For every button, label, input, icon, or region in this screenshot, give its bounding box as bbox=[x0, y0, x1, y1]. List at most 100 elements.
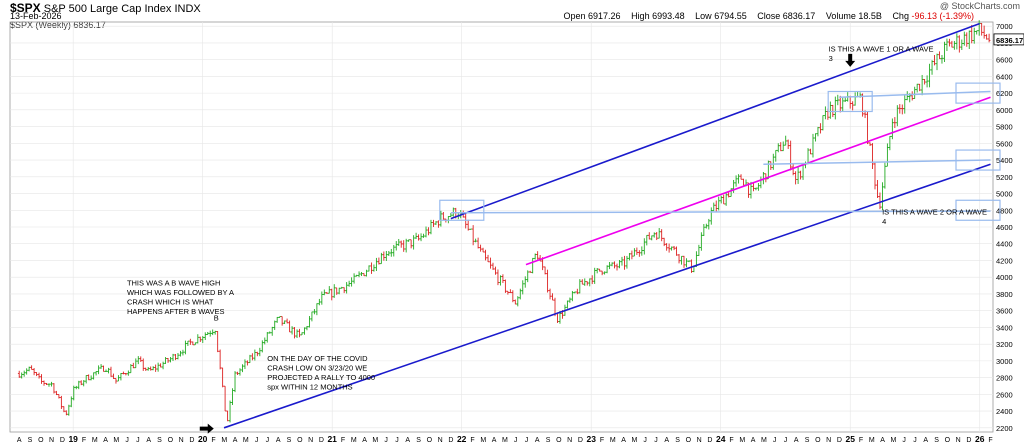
x-tick-label: A bbox=[923, 437, 928, 444]
x-tick-label: D bbox=[60, 437, 65, 444]
y-tick-label: 2400 bbox=[996, 407, 1013, 416]
y-tick-label: 2800 bbox=[996, 374, 1013, 383]
x-tick-label: A bbox=[17, 437, 22, 444]
y-tick-label: 6600 bbox=[996, 56, 1013, 65]
x-tick-label: F bbox=[600, 437, 604, 444]
trendline-level bbox=[450, 210, 991, 214]
x-tick-label: S bbox=[287, 437, 292, 444]
high-label: High bbox=[631, 11, 650, 21]
volume-label: Volume bbox=[825, 11, 856, 21]
x-tick-label: A bbox=[751, 437, 756, 444]
y-tick-label: 6000 bbox=[996, 106, 1013, 115]
close-label: Close bbox=[757, 11, 781, 21]
exchange: INDX bbox=[174, 3, 201, 15]
x-tick-label: J bbox=[773, 437, 777, 444]
x-tick-label: A bbox=[405, 437, 410, 444]
x-tick-label: J bbox=[384, 437, 388, 444]
y-tick-label: 4200 bbox=[996, 256, 1013, 265]
x-tick-label: 20 bbox=[198, 434, 208, 444]
x-tick-label: O bbox=[38, 437, 44, 444]
x-tick-label: D bbox=[448, 437, 453, 444]
x-tick-label: M bbox=[869, 437, 875, 444]
x-tick-label: O bbox=[297, 437, 303, 444]
y-tick-label: 3800 bbox=[996, 290, 1013, 299]
volume-value: 18.5B bbox=[858, 11, 882, 21]
x-tick-label: O bbox=[168, 437, 174, 444]
x-tick-label: 22 bbox=[457, 434, 467, 444]
x-tick-label: O bbox=[427, 437, 433, 444]
annotation-text: ON THE DAY OF THE COVID CRASH LOW ON 3/23… bbox=[267, 354, 375, 392]
x-tick-label: A bbox=[492, 437, 497, 444]
x-tick-label: J bbox=[255, 437, 259, 444]
y-tick-label: 5200 bbox=[996, 173, 1013, 182]
symbol: $SPX bbox=[10, 1, 41, 15]
y-tick-label: 6400 bbox=[996, 72, 1013, 81]
trendline-level bbox=[763, 159, 991, 165]
x-tick-label: 24 bbox=[716, 434, 726, 444]
x-tick-label: A bbox=[146, 437, 151, 444]
annotation-text: IS THIS A WAVE 2 OR A WAVE 4 bbox=[882, 207, 987, 226]
high-value: 6993.48 bbox=[652, 11, 685, 21]
x-tick-label: J bbox=[525, 437, 529, 444]
x-tick-label: A bbox=[276, 437, 281, 444]
ohlc-readout: Open 6917.26 High 6993.48 Low 6794.55 Cl… bbox=[563, 11, 974, 21]
y-tick-label: 3200 bbox=[996, 340, 1013, 349]
y-tick-label: 4400 bbox=[996, 240, 1013, 249]
chart-symbol-line: $SPX S&P 500 Large Cap Index INDX bbox=[10, 1, 201, 15]
x-tick-label: N bbox=[308, 437, 313, 444]
x-tick-label: F bbox=[211, 437, 215, 444]
x-tick-label: A bbox=[664, 437, 669, 444]
x-tick-label: N bbox=[438, 437, 443, 444]
x-tick-label: S bbox=[805, 437, 810, 444]
x-tick-label: O bbox=[556, 437, 562, 444]
trendline-channel-lower bbox=[223, 163, 991, 429]
trendline-channel-upper bbox=[450, 22, 980, 220]
x-tick-label: F bbox=[470, 437, 474, 444]
x-tick-label: M bbox=[739, 437, 745, 444]
x-tick-label: N bbox=[49, 437, 54, 444]
change-value: -96.13 (-1.39%) bbox=[911, 11, 974, 21]
x-tick-label: O bbox=[815, 437, 821, 444]
annotation-text: THIS WAS A B WAVE HIGH WHICH WAS FOLLOWED… bbox=[127, 279, 234, 317]
low-value: 6794.55 bbox=[714, 11, 747, 21]
x-tick-label: J bbox=[913, 437, 917, 444]
arrow-right-icon bbox=[199, 423, 214, 434]
x-tick-label: D bbox=[189, 437, 194, 444]
x-tick-label: N bbox=[697, 437, 702, 444]
x-tick-label: A bbox=[621, 437, 626, 444]
y-tick-label: 3000 bbox=[996, 357, 1013, 366]
x-tick-label: M bbox=[502, 437, 508, 444]
x-tick-label: N bbox=[956, 437, 961, 444]
y-tick-label: 4000 bbox=[996, 273, 1013, 282]
highlight-box bbox=[955, 149, 1001, 171]
x-tick-label: 23 bbox=[586, 434, 596, 444]
x-tick-label: F bbox=[341, 437, 345, 444]
y-tick-label: 3600 bbox=[996, 307, 1013, 316]
x-tick-label: 19 bbox=[68, 434, 78, 444]
x-tick-label: J bbox=[654, 437, 658, 444]
highlight-box bbox=[827, 90, 873, 113]
low-label: Low bbox=[695, 11, 712, 21]
x-tick-label: D bbox=[319, 437, 324, 444]
x-tick-label: F bbox=[859, 437, 863, 444]
x-tick-label: M bbox=[761, 437, 767, 444]
annotation-text: B bbox=[214, 314, 219, 323]
x-tick-label: J bbox=[902, 437, 906, 444]
x-tick-label: M bbox=[113, 437, 119, 444]
x-tick-label: J bbox=[125, 437, 129, 444]
series-legend: $SPX (Weekly) 6836.17 bbox=[10, 20, 106, 30]
x-tick-label: N bbox=[826, 437, 831, 444]
chart-date: 13-Feb-2026 bbox=[10, 11, 62, 21]
x-tick-label: 26 bbox=[975, 434, 985, 444]
y-tick-label: 5400 bbox=[996, 156, 1013, 165]
trendline-midline bbox=[525, 96, 991, 266]
x-tick-label: F bbox=[988, 437, 992, 444]
x-tick-label: D bbox=[837, 437, 842, 444]
y-tick-label: 7000 bbox=[996, 22, 1013, 31]
x-tick-label: N bbox=[179, 437, 184, 444]
x-tick-label: O bbox=[686, 437, 692, 444]
x-tick-label: S bbox=[157, 437, 162, 444]
x-tick-label: J bbox=[784, 437, 788, 444]
last-price-label: 6836.17 bbox=[996, 36, 1023, 45]
